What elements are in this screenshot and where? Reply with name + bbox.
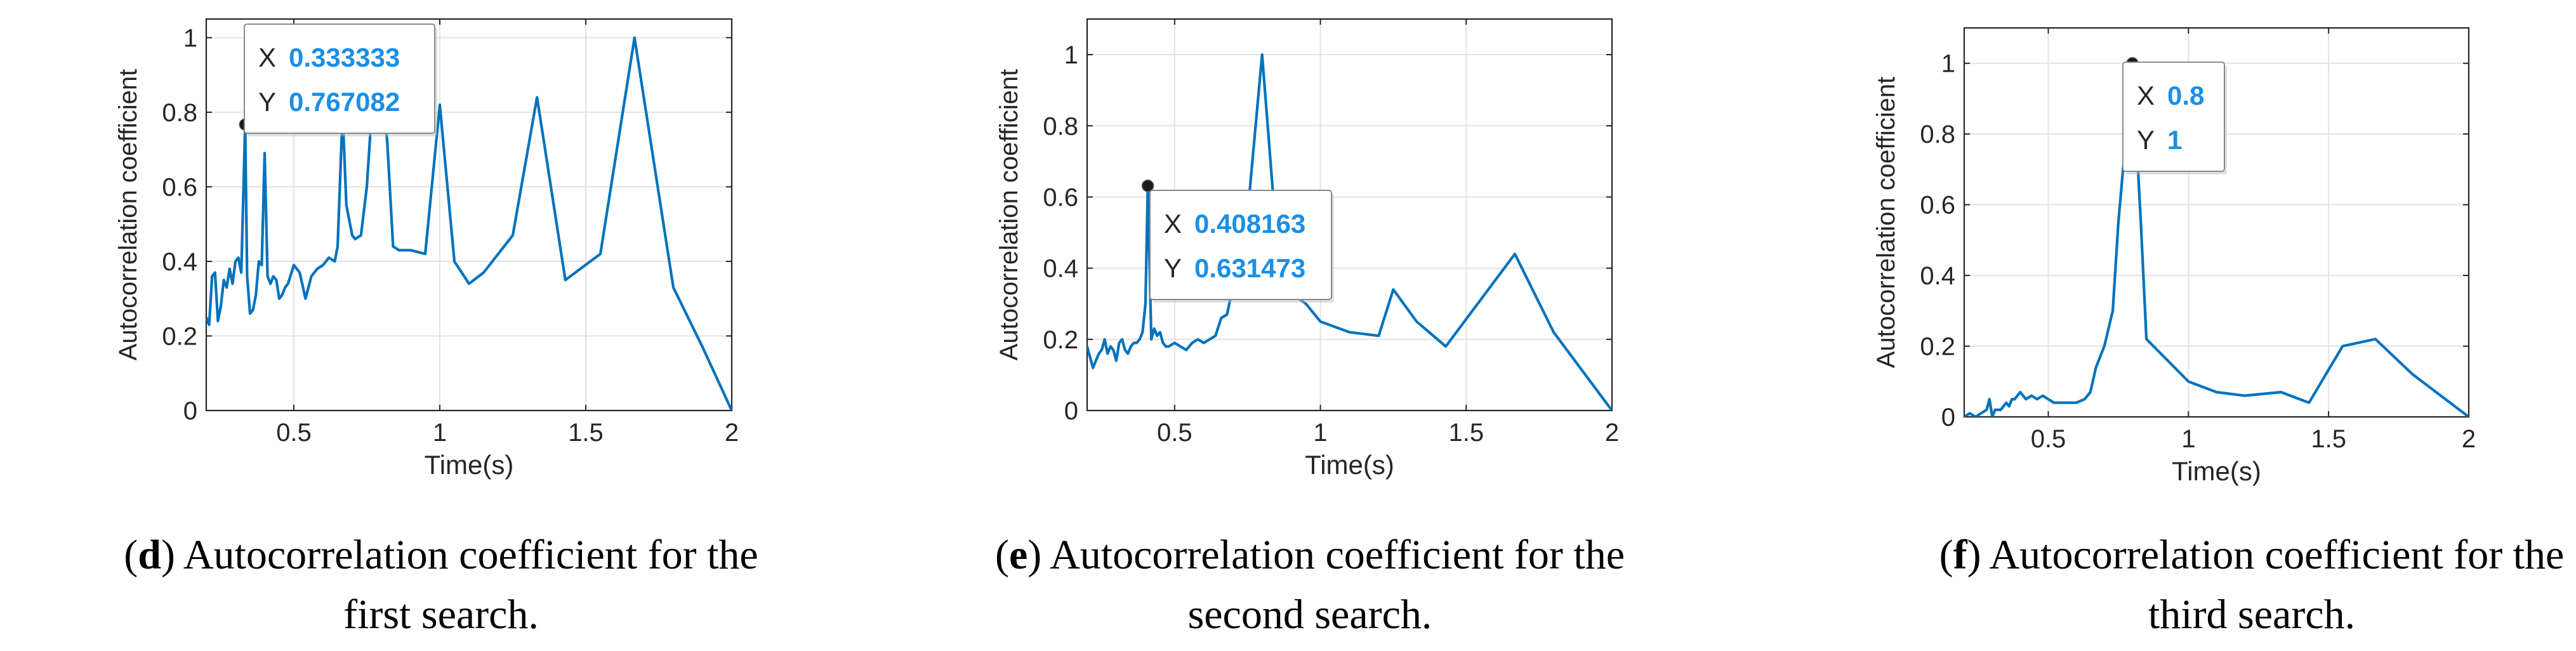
datatip-x-prefix: X	[1164, 209, 1182, 239]
datatip-marker[interactable]	[1141, 180, 1154, 192]
y-axis-label: Autocorrelation coefficient	[995, 69, 1023, 361]
y-tick-label: 0.2	[1920, 333, 1955, 361]
x-tick-label: 1.5	[568, 419, 604, 447]
caption-line-2: third search.	[2148, 591, 2355, 638]
y-tick-label: 0.4	[1920, 262, 1955, 290]
caption-line-1: (f) Autocorrelation coefficient for the	[1939, 532, 2565, 578]
y-tick-label: 1	[1064, 41, 1078, 69]
caption-line-1: (d) Autocorrelation coefficient for the	[124, 532, 758, 578]
x-axis-label: Time(s)	[1305, 450, 1394, 480]
chart-panel-2: 0.5 1 1.5 2 0 0.2 0.4 0.6 0.8 1 Time(s) Autocorrela…	[995, 18, 1625, 638]
axes-box	[1086, 18, 1613, 412]
chart-panel-1: 0.5 1 1.5 2 0 0.2 0.4 0.6 0.8 1 Time(s) Autocorrela…	[114, 18, 758, 638]
datatip-y-value: 0.631473	[1194, 253, 1305, 283]
datatip-y-prefix: Y	[2137, 125, 2155, 155]
x-tick-label: 2	[725, 419, 739, 447]
x-tick-label: 1.5	[2311, 425, 2346, 453]
y-axis-label: Autocorrelation coefficient	[1872, 77, 1900, 369]
datatip-y-prefix: Y	[1164, 253, 1182, 283]
y-tick-label: 0.2	[1043, 326, 1078, 354]
datatip-y-value: 0.767082	[289, 87, 400, 117]
chart-panel-3: 0.5 1 1.5 2 0 0.2 0.4 0.6 0.8 1 Time(s) Autocorrela…	[1872, 27, 2565, 638]
x-tick-label: 2	[1605, 419, 1619, 447]
caption-line-2: second search.	[1188, 591, 1432, 638]
y-tick-label: 0.8	[162, 99, 197, 127]
x-tick-label: 1.5	[1448, 419, 1484, 447]
y-tick-label: 0	[183, 397, 197, 425]
x-axis-label: Time(s)	[2172, 456, 2261, 486]
y-tick-label: 0	[1064, 397, 1078, 425]
datatip: X 0.333333 Y 0.767082	[244, 23, 437, 136]
datatip: X 0.8 Y 1	[2122, 62, 2227, 174]
datatip-box	[1149, 190, 1332, 300]
y-tick-label: 0.6	[1043, 183, 1078, 211]
y-axis-label: Autocorrelation coefficient	[114, 69, 142, 361]
y-tick-label: 0.4	[162, 248, 197, 276]
datatip-y-value: 1	[2167, 125, 2182, 155]
series-line	[206, 36, 732, 411]
x-tick-label: 2	[2462, 425, 2476, 453]
x-tick-label: 1	[433, 419, 447, 447]
x-tick-label: 0.5	[276, 419, 312, 447]
y-tick-label: 1	[183, 24, 197, 52]
datatip-box	[244, 23, 435, 134]
x-axis-label: Time(s)	[425, 450, 514, 480]
datatip-x-prefix: X	[258, 43, 276, 72]
datatip-box	[2122, 62, 2225, 172]
x-tick-label: 1	[2181, 425, 2195, 453]
x-tick-label: 0.5	[2031, 425, 2066, 453]
series-line	[1964, 62, 2469, 417]
datatip-y-prefix: Y	[258, 87, 276, 117]
x-tick-label: 1	[1313, 419, 1327, 447]
datatip-x-value: 0.8	[2167, 81, 2204, 110]
y-tick-label: 0.2	[162, 322, 197, 350]
caption-line-1: (e) Autocorrelation coefficient for the	[995, 532, 1625, 578]
axes-box	[205, 18, 733, 412]
y-tick-label: 0.6	[162, 173, 197, 201]
y-tick-label: 0.4	[1043, 255, 1078, 283]
x-tick-label: 0.5	[1157, 419, 1192, 447]
datatip-x-value: 0.408163	[1194, 209, 1305, 239]
caption-line-2: first search.	[343, 591, 539, 638]
datatip: X 0.408163 Y 0.631473	[1149, 190, 1334, 303]
y-tick-label: 0.6	[1920, 192, 1955, 220]
datatip-x-prefix: X	[2137, 81, 2155, 110]
y-tick-label: 0	[1941, 404, 1955, 431]
datatip-x-value: 0.333333	[289, 43, 400, 72]
series-line	[1087, 53, 1612, 411]
y-tick-label: 1	[1941, 50, 1955, 78]
y-tick-label: 0.8	[1043, 112, 1078, 140]
axes-box	[1963, 27, 2470, 418]
y-tick-label: 0.8	[1920, 121, 1955, 148]
